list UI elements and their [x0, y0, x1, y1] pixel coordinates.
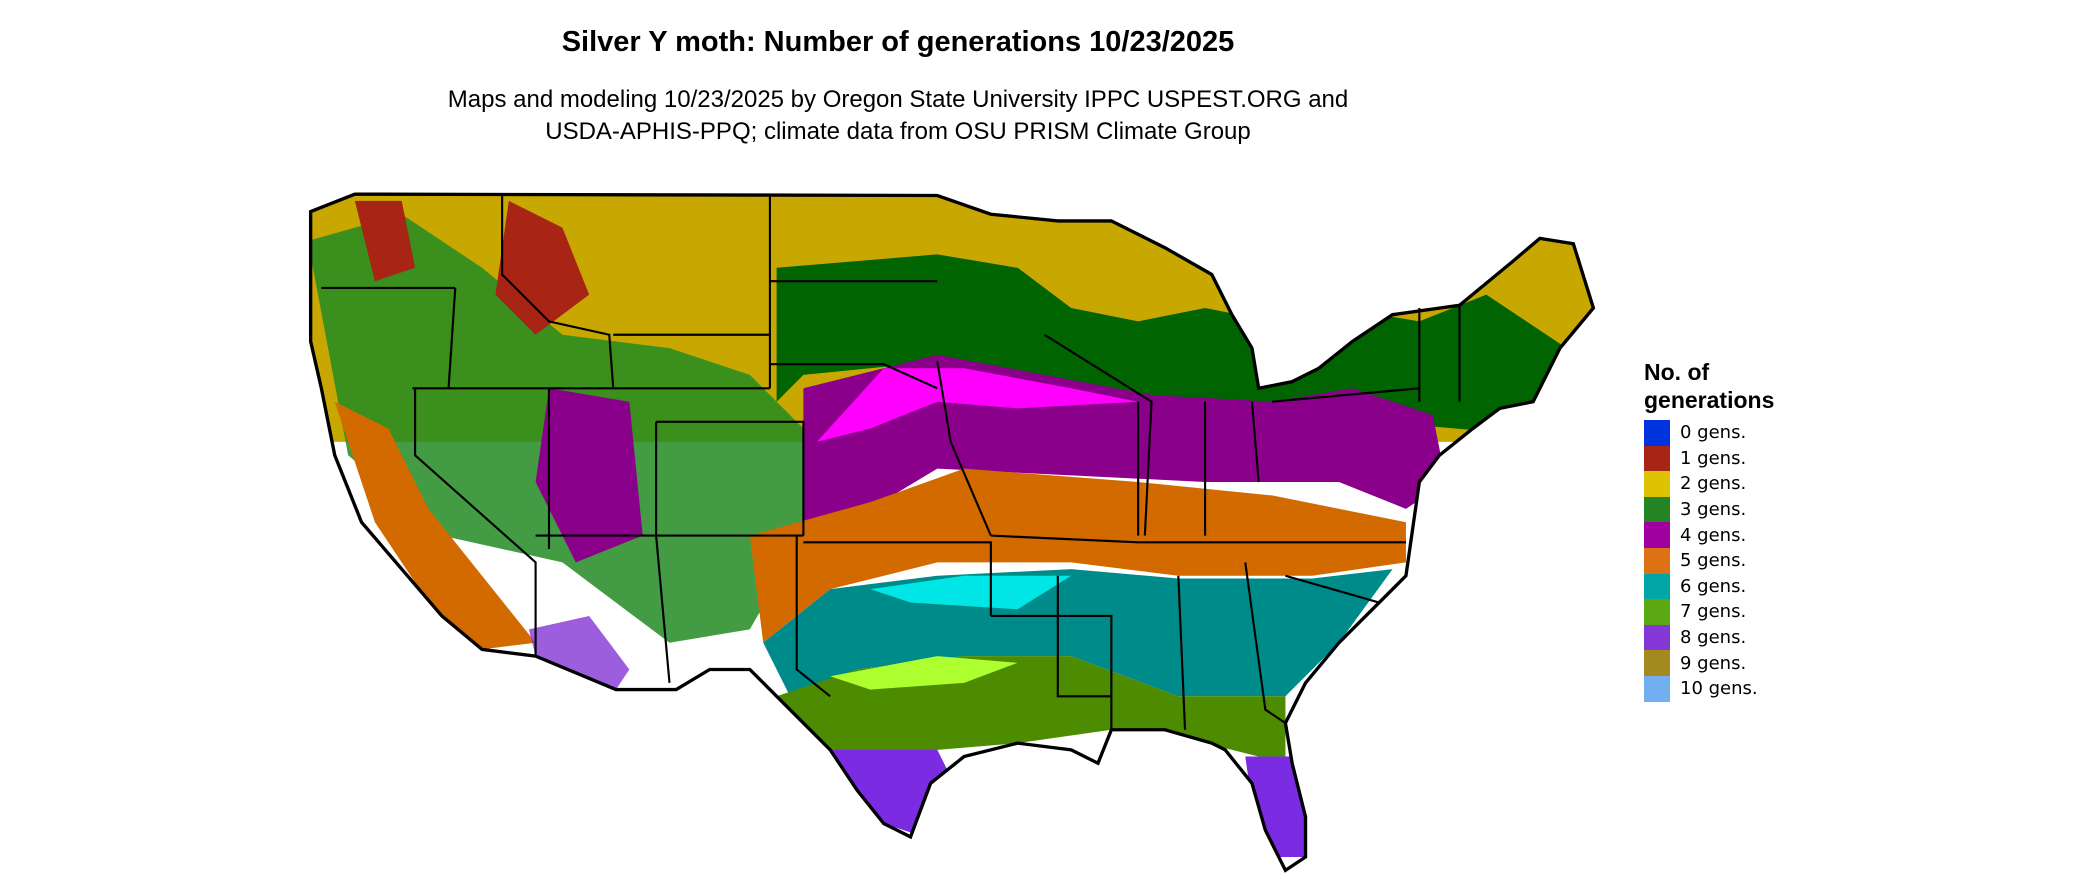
legend-swatch — [1644, 547, 1670, 574]
legend: No. of generations 0 gens. 1 gens. 2 gens.… — [1644, 358, 1774, 702]
legend-swatch — [1644, 496, 1670, 523]
map-fill — [310, 194, 1594, 857]
legend-item: 10 gens. — [1644, 675, 1774, 702]
legend-item: 3 gens. — [1644, 496, 1774, 523]
legend-item: 1 gens. — [1644, 445, 1774, 472]
legend-label: 0 gens. — [1680, 422, 1747, 444]
legend-swatch — [1644, 599, 1670, 625]
legend-item: 5 gens. — [1644, 547, 1774, 574]
legend-item: 6 gens. — [1644, 573, 1774, 600]
legend-label: 4 gens. — [1680, 524, 1747, 546]
legend-label: 1 gens. — [1680, 447, 1747, 469]
state-boundaries — [308, 192, 1596, 873]
legend-swatch — [1644, 471, 1670, 497]
legend-item: 0 gens. — [1644, 420, 1774, 446]
legend-swatch — [1644, 650, 1670, 676]
zone-1-gens — [495, 200, 590, 335]
zone-6-gens-cyan — [870, 575, 1072, 610]
zone-4-gens-west — [535, 388, 643, 563]
legend-item: 2 gens. — [1644, 471, 1774, 497]
legend-title-line-2: generations — [1644, 387, 1775, 413]
legend-swatch — [1644, 522, 1670, 548]
zone-3-gens-north — [776, 254, 1594, 442]
legend-item: 7 gens. — [1644, 599, 1774, 625]
legend-item: 9 gens. — [1644, 650, 1774, 676]
legend-title: No. of generations — [1644, 358, 1774, 414]
legend-item: 8 gens. — [1644, 624, 1774, 651]
legend-title-line-1: No. of — [1644, 359, 1710, 385]
zone-5-gens — [749, 468, 1406, 643]
legend-swatch — [1644, 445, 1670, 472]
legend-label: 9 gens. — [1680, 652, 1747, 674]
legend-label: 6 gens. — [1680, 575, 1747, 597]
legend-label: 8 gens. — [1680, 627, 1747, 649]
legend-item: 4 gens. — [1644, 522, 1774, 548]
zone-4-gens-magenta — [816, 368, 1139, 442]
legend-items: 0 gens. 1 gens. 2 gens. 3 gens. 4 gens. 5 gen… — [1644, 420, 1774, 702]
legend-label: 5 gens. — [1680, 550, 1747, 572]
map-title: Silver Y moth: Number of generations 10/… — [561, 26, 1235, 58]
zone-5-gens-ca — [334, 401, 536, 650]
legend-label: 7 gens. — [1680, 601, 1747, 623]
legend-swatch — [1644, 624, 1670, 651]
legend-label: 2 gens. — [1680, 473, 1747, 495]
legend-label: 3 gens. — [1680, 499, 1747, 521]
map-subtitle-line-1: Maps and modeling 10/23/2025 by Oregon S… — [447, 86, 1349, 113]
zone-8-gens-az — [528, 615, 630, 690]
legend-label: 10 gens. — [1680, 678, 1758, 700]
legend-swatch — [1644, 573, 1670, 600]
zone-7-gens-lime — [830, 656, 1018, 690]
map-subtitle-line-2: USDA-APHIS-PPQ; climate data from OSU PR… — [545, 118, 1251, 145]
zone-8-gens-texas — [830, 749, 951, 837]
zone-8-gens-florida — [1245, 756, 1310, 857]
legend-swatch — [1644, 675, 1670, 702]
legend-swatch — [1644, 420, 1670, 446]
